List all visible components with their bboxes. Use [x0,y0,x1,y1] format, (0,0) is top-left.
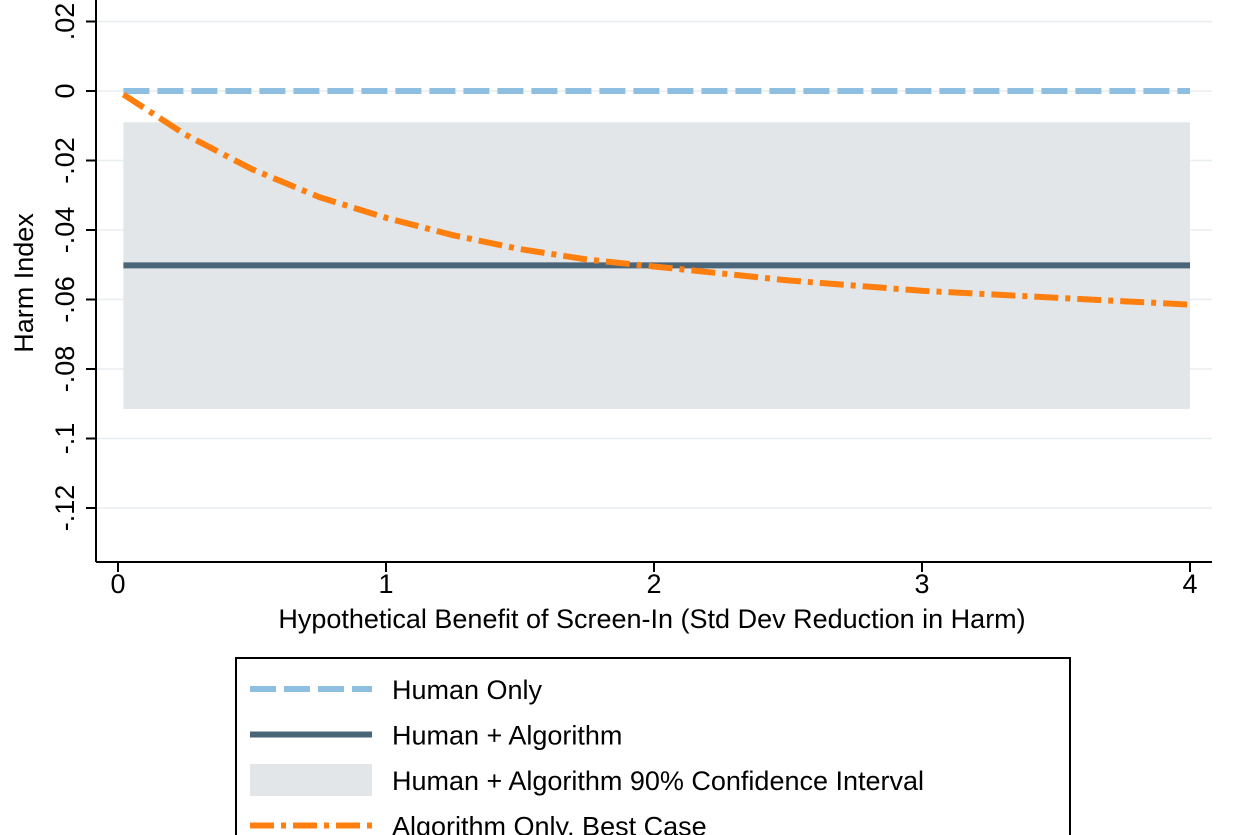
y-tick-label: -.08 [50,346,80,393]
x-tick-label: 4 [1182,569,1197,599]
y-tick-label: -.12 [50,485,80,532]
legend-confidence-interval-label: Human + Algorithm 90% Confidence Interva… [392,766,924,796]
y-axis-label: Harm Index [9,213,39,353]
x-axis-label: Hypothetical Benefit of Screen-In (Std D… [278,604,1025,634]
y-tick-label: -.04 [50,207,80,254]
y-tick-label: -.02 [50,137,80,184]
algorithm-only-line [121,91,1191,308]
y-tick-label: -.06 [50,276,80,323]
x-tick-label: 1 [378,569,393,599]
x-tick-label: 3 [914,569,929,599]
legend-algorithm-only-label: Algorithm Only, Best Case [392,812,707,835]
y-tick-label: 0 [50,83,80,98]
legend-confidence-interval-swatch [250,764,372,796]
y-tick-label: .02 [50,3,80,41]
x-tick-label: 2 [646,569,661,599]
axes [86,0,1212,572]
tick-labels: .02 0 -.02 -.04 -.06 -.08 -.1 -.12 0 1 2 3 4 [50,3,1198,599]
legend-box [235,657,1071,835]
y-tick-label: -.1 [50,423,80,455]
x-tick-label: 0 [110,569,125,599]
legend-human-only-label: Human Only [392,675,543,705]
legend: Human Only Human + Algorithm Human + Algor… [235,657,1071,835]
series-layer [121,88,1191,308]
legend-human-algorithm-label: Human + Algorithm [392,721,622,751]
